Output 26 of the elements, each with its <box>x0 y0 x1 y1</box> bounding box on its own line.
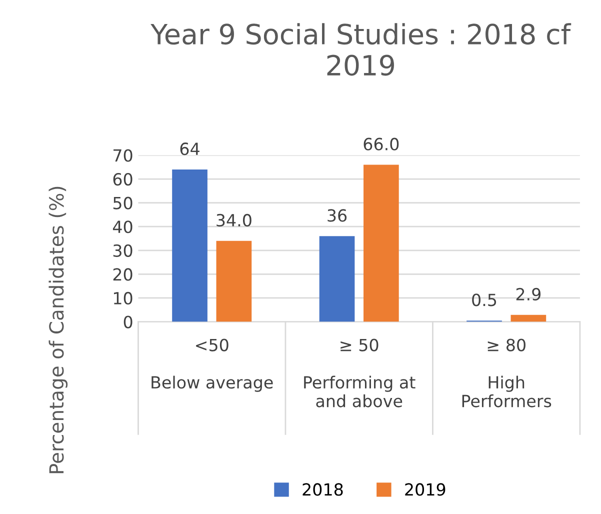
bar <box>510 314 546 322</box>
y-tick-label: 70 <box>114 149 132 162</box>
y-axis-title: Percentage of Candidates (%) <box>48 186 68 474</box>
y-tick-label: 10 <box>114 292 132 305</box>
y-tick-label: 50 <box>113 196 132 210</box>
bar <box>172 170 208 322</box>
y-tick-label: 60 <box>113 172 132 186</box>
bar <box>319 236 355 322</box>
data-label: 66.0 <box>364 138 399 150</box>
y-tick-label: 0 <box>124 316 132 328</box>
data-label: 36 <box>328 209 347 222</box>
y-tick-label: 30 <box>113 244 132 257</box>
data-label: 0.5 <box>472 294 496 306</box>
data-label: 64 <box>180 142 200 156</box>
bar <box>364 164 399 322</box>
legend-label: 2019 <box>405 483 446 496</box>
bar <box>216 240 252 322</box>
data-label: 34.0 <box>216 214 252 227</box>
category-label: <50 Below average <box>152 338 273 392</box>
y-tick-label: 40 <box>112 220 132 234</box>
category-label: ≥ 50 Performing at and above <box>304 338 416 408</box>
y-tick-label: 20 <box>113 268 132 281</box>
category-label: ≥ 80 High Performers <box>462 338 552 408</box>
chart-title: Year 9 Social Studies : 2018 cf 2019 <box>150 23 572 76</box>
data-label: 2.9 <box>516 288 541 301</box>
legend-label: 2018 <box>302 483 343 496</box>
